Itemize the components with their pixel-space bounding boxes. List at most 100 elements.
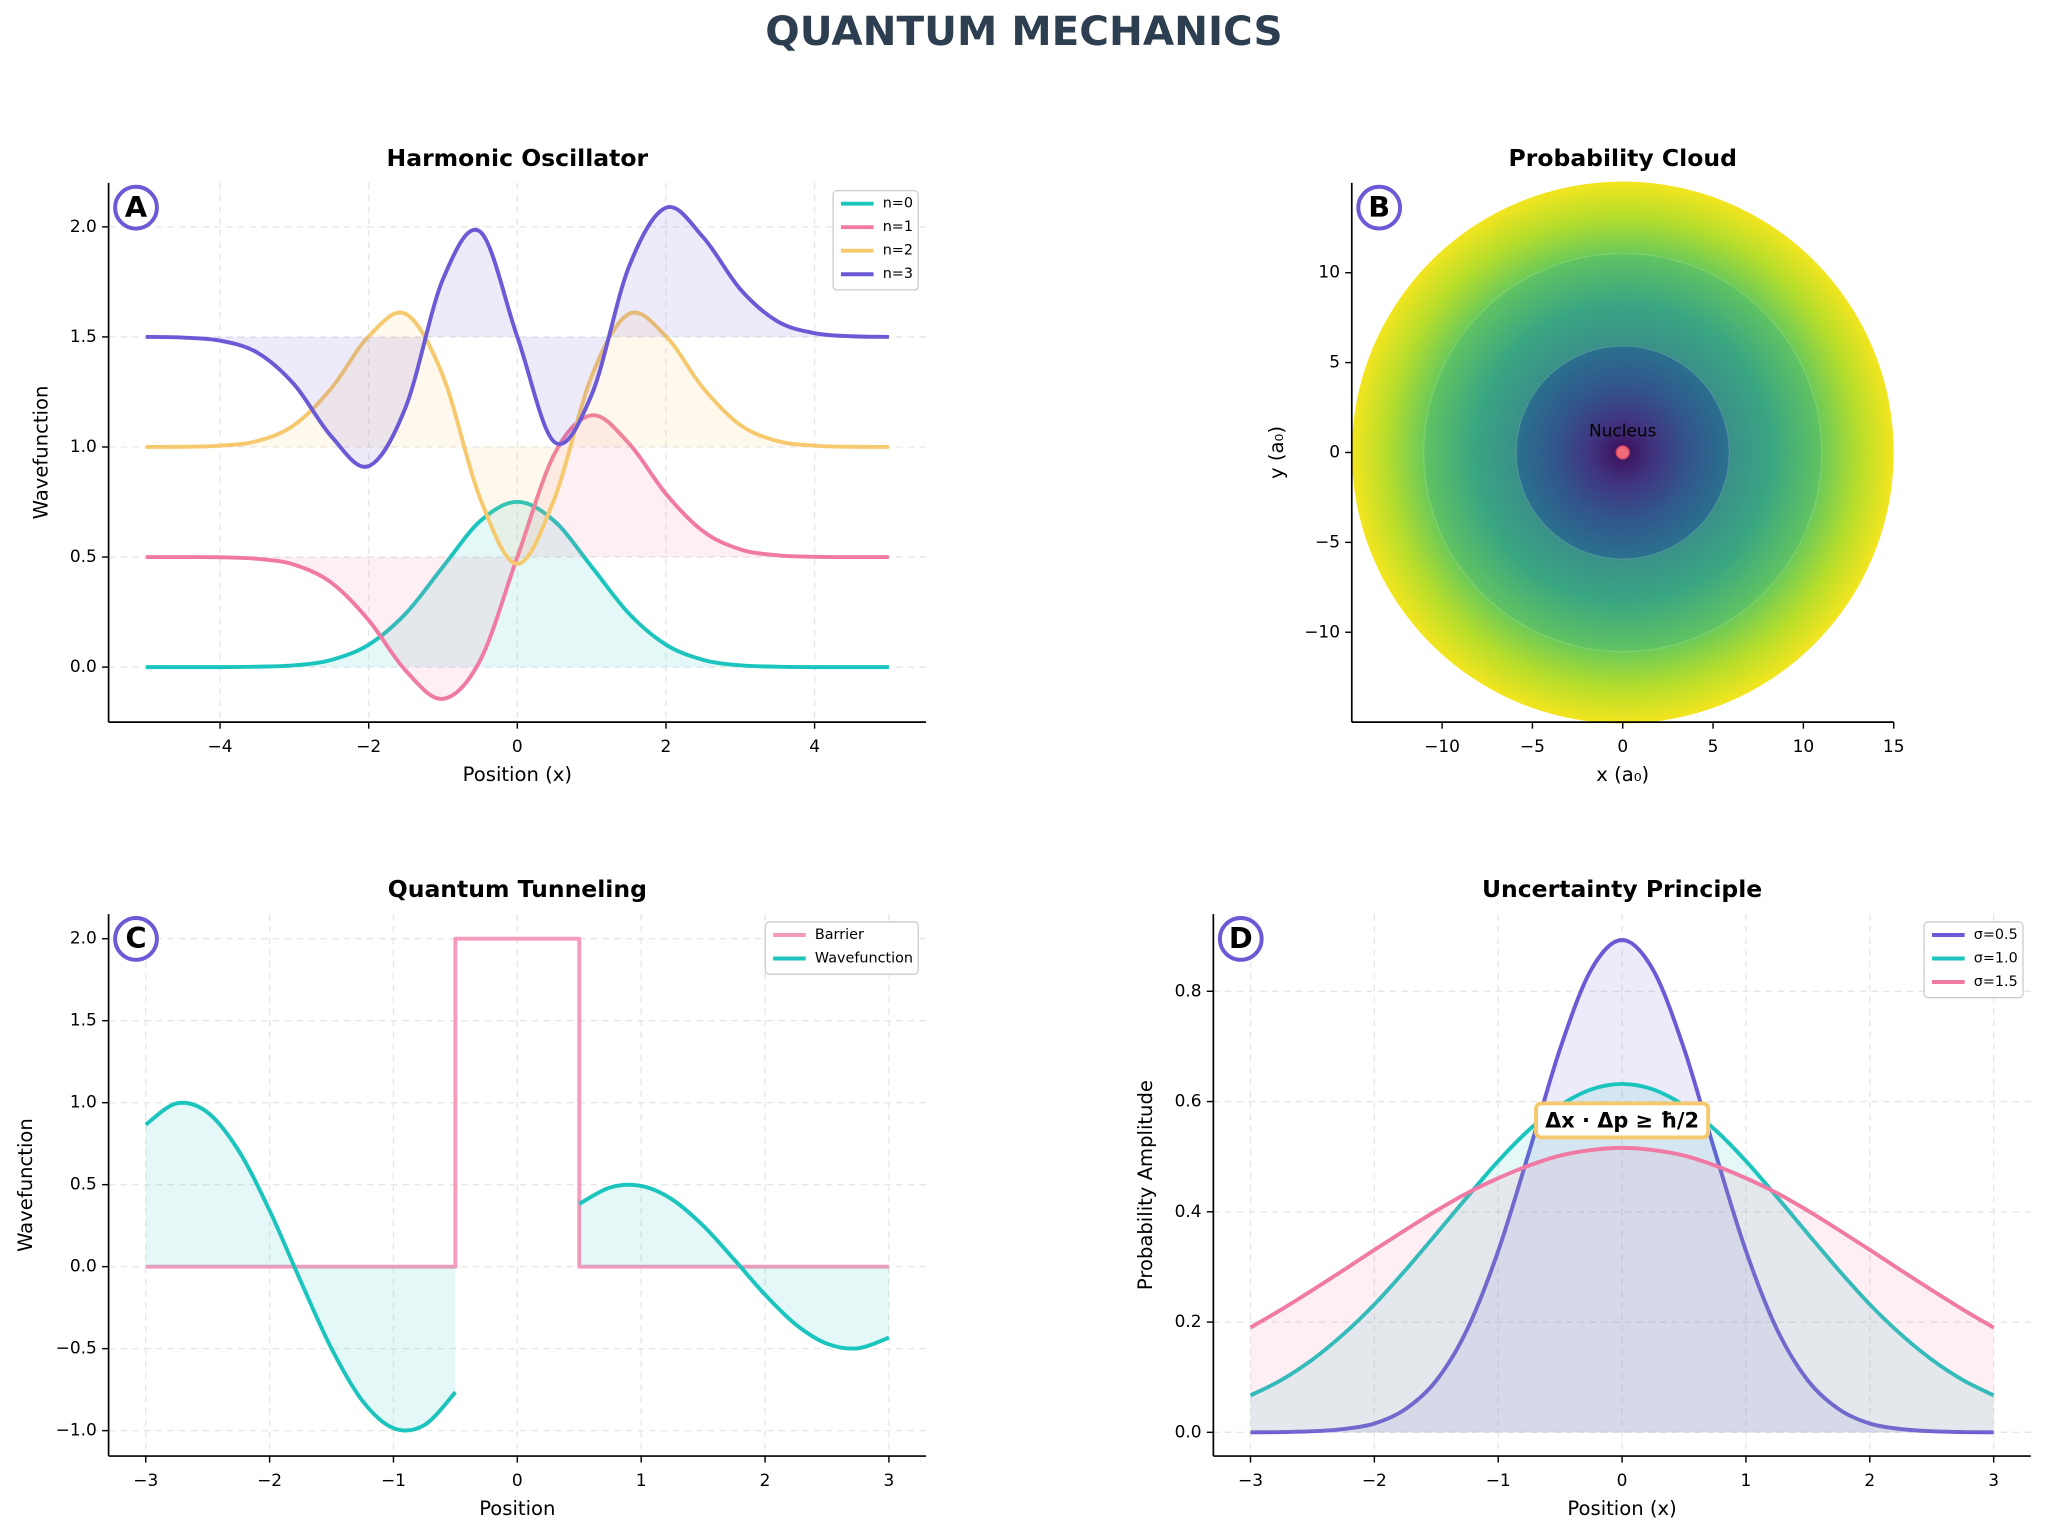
panel-label: A (125, 190, 148, 224)
y-tick-label: 0.5 (70, 547, 97, 567)
panel: −4 −2 0 2 4 0.0 0.5 1.0 1.5 2.0 Harmonic Oscillato… (29, 144, 927, 786)
area-fill (145, 1102, 456, 1431)
legend-label: n=2 (883, 243, 913, 259)
area-fill (1250, 1147, 1994, 1433)
x-tick-label: −2 (257, 1471, 282, 1491)
panel-badge (113, 184, 159, 231)
y-tick-label: −10 (1304, 622, 1340, 642)
x-tick-label: 2 (760, 1471, 771, 1491)
y-tick-label: 10 (1318, 263, 1340, 283)
series-line (144, 1100, 890, 1433)
ring (1515, 345, 1730, 560)
panel: Nucleus −10 −5 0 5 10 15 −10 −5 0 5 10 Probability C… (1265, 144, 1905, 786)
legend-label: n=0 (883, 196, 913, 212)
x-tick-label: −5 (1520, 737, 1545, 757)
x-tick-label: 10 (1793, 737, 1815, 757)
legend-box (1923, 921, 2024, 999)
y-tick-label: 1.0 (70, 1093, 97, 1113)
y-tick-label: 0.4 (1175, 1202, 1202, 1222)
x-tick-label: −10 (1424, 737, 1460, 757)
x-tick-label: 1 (636, 1471, 647, 1491)
series-line (1249, 1081, 1995, 1398)
x-tick-label: 3 (1988, 1471, 1999, 1491)
x-tick-label: −3 (133, 1471, 158, 1491)
y-tick-label: 5 (1329, 353, 1340, 373)
x-tick-label: −4 (208, 737, 233, 757)
series-line (145, 413, 889, 701)
series-line (1249, 1145, 1995, 1330)
panel-label: C (125, 921, 146, 955)
y-tick-label: 0.0 (70, 657, 97, 677)
series-line (145, 205, 889, 469)
plot-area: Nucleus (1351, 181, 1894, 724)
legend: Barrier Wavefunction (764, 921, 919, 975)
y-axis-label: Wavefunction (14, 1118, 37, 1252)
x-tick-label: −2 (356, 737, 381, 757)
annotation: Δx · Δp ≥ ħ/2 (1545, 1109, 1699, 1133)
panel: −3 −2 −1 0 1 2 3 −1.0 −0.5 0.0 0.5 1.0 1.5 2.0 Quantum… (14, 875, 927, 1520)
area-fill (1250, 1083, 1994, 1433)
legend-label: Barrier (815, 927, 864, 943)
legend-label: σ=1.5 (1974, 974, 2018, 990)
y-tick-label: 0.0 (1175, 1422, 1202, 1442)
x-tick-label: 3 (884, 1471, 895, 1491)
x-tick-label: 2 (1864, 1471, 1875, 1491)
y-tick-label: 0.0 (70, 1257, 97, 1277)
x-tick-label: 4 (809, 737, 820, 757)
y-tick-label: 0 (1329, 442, 1340, 462)
y-tick-label: 1.5 (70, 327, 97, 347)
annotation-box (1534, 1101, 1711, 1140)
legend-label: n=1 (883, 219, 913, 235)
x-tick-label: 0 (512, 1471, 523, 1491)
plot-area (145, 205, 889, 701)
x-axis-label: x (a₀) (1596, 763, 1649, 786)
x-tick-label: −1 (381, 1471, 406, 1491)
area-fill (1250, 940, 1994, 1433)
x-tick-label: 2 (661, 737, 672, 757)
x-tick-label: 1 (1741, 1471, 1752, 1491)
area-fill (145, 501, 889, 668)
area-fill (145, 312, 889, 564)
panel-label: B (1368, 190, 1390, 224)
legend-label: σ=1.0 (1974, 951, 2018, 967)
x-axis-label: Position (x) (463, 763, 572, 786)
y-axis-label: Wavefunction (29, 386, 52, 520)
series-line (145, 310, 889, 566)
ring (1422, 252, 1823, 653)
nucleus (1615, 445, 1630, 460)
panel-badge (1356, 184, 1403, 231)
panel-title: Probability Cloud (1509, 144, 1737, 172)
y-tick-label: 2.0 (70, 929, 97, 949)
plot-area: Δx · Δp ≥ ħ/2 (1249, 938, 1995, 1435)
x-tick-label: 0 (512, 737, 523, 757)
x-tick-label: 0 (1617, 737, 1628, 757)
area-fill (579, 1184, 889, 1349)
y-tick-label: 1.0 (70, 437, 97, 457)
panel-badge (113, 916, 159, 962)
figure-title: QUANTUM MECHANICS (765, 7, 1282, 55)
y-axis-label: y (a₀) (1265, 426, 1288, 479)
x-tick-label: −3 (1238, 1471, 1263, 1491)
x-tick-label: 0 (1617, 1471, 1628, 1491)
y-tick-label: −1.0 (56, 1421, 97, 1441)
panel: Δx · Δp ≥ ħ/2 −3 −2 −1 0 1 2 3 0.0 0.2 0.4 0.6 0.8 Un… (1134, 875, 2031, 1520)
legend: σ=0.5 σ=1.0 σ=1.5 (1923, 921, 2024, 999)
x-tick-label: −1 (1486, 1471, 1511, 1491)
panel-badge (1217, 916, 1264, 962)
legend-label: σ=0.5 (1974, 927, 2018, 943)
x-axis-label: Position (x) (1567, 1497, 1676, 1520)
nucleus-label: Nucleus (1589, 422, 1657, 442)
legend-box (832, 190, 919, 291)
y-tick-label: 2.0 (70, 217, 97, 237)
y-tick-label: −5 (1315, 532, 1340, 552)
x-tick-label: 5 (1708, 737, 1719, 757)
legend-label: n=3 (883, 266, 913, 282)
plot-area (144, 936, 890, 1433)
legend: n=0 n=1 n=2 n=3 (832, 190, 919, 291)
series-line (1250, 938, 1994, 1435)
series-line (145, 936, 889, 1269)
y-axis-label: Probability Amplitude (1134, 1080, 1157, 1290)
panel-title: Uncertainty Principle (1482, 875, 1762, 903)
series-line (145, 499, 889, 670)
